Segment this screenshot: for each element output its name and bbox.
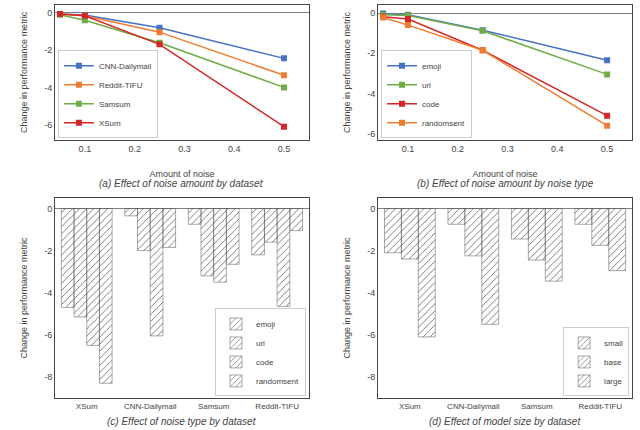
svg-text:XSum: XSum [399, 402, 421, 411]
svg-text:-6: -6 [367, 129, 375, 139]
svg-text:(a) Effect of noise amount by: (a) Effect of noise amount by dataset [99, 178, 264, 189]
svg-text:-6: -6 [44, 330, 52, 340]
svg-text:-4: -4 [44, 83, 52, 93]
svg-text:emoji: emoji [422, 62, 441, 71]
svg-text:Reddit-TIFU: Reddit-TIFU [255, 402, 299, 411]
svg-text:-4: -4 [44, 288, 52, 298]
svg-text:url: url [256, 339, 265, 348]
svg-text:0: 0 [370, 204, 375, 214]
svg-text:0.2: 0.2 [128, 144, 141, 154]
svg-text:0.1: 0.1 [79, 144, 92, 154]
svg-text:base: base [604, 358, 622, 367]
svg-text:url: url [422, 81, 431, 90]
svg-text:-8: -8 [44, 372, 52, 382]
svg-text:CNN-Dailymail: CNN-Dailymail [447, 402, 500, 411]
svg-text:-2: -2 [367, 246, 375, 256]
svg-text:0.3: 0.3 [178, 144, 191, 154]
svg-text:Change in performance metric: Change in performance metric [19, 11, 29, 133]
svg-text:emoji: emoji [256, 320, 275, 329]
svg-text:-6: -6 [44, 120, 52, 130]
svg-text:Change in performance metric: Change in performance metric [342, 237, 352, 359]
svg-text:-2: -2 [44, 246, 52, 256]
svg-text:CNN-Dailymail: CNN-Dailymail [124, 402, 177, 411]
svg-text:0.1: 0.1 [402, 144, 415, 154]
svg-text:XSum: XSum [76, 402, 98, 411]
svg-text:-4: -4 [367, 89, 375, 99]
svg-text:0.4: 0.4 [228, 144, 241, 154]
svg-text:Change in performance metric: Change in performance metric [19, 237, 29, 359]
svg-text:Amount of noise: Amount of noise [473, 169, 538, 179]
svg-text:Amount of noise: Amount of noise [149, 169, 214, 179]
svg-text:small: small [604, 339, 623, 348]
svg-text:code: code [422, 100, 440, 109]
svg-text:Samsum: Samsum [198, 402, 230, 411]
svg-text:0.3: 0.3 [501, 144, 514, 154]
svg-text:Samsum: Samsum [99, 100, 131, 109]
svg-text:Reddit-TIFU: Reddit-TIFU [578, 402, 622, 411]
svg-text:-6: -6 [367, 330, 375, 340]
svg-text:0.5: 0.5 [278, 144, 291, 154]
svg-text:0.4: 0.4 [551, 144, 564, 154]
svg-text:XSum: XSum [99, 119, 121, 128]
svg-text:large: large [604, 377, 622, 386]
svg-text:CNN-Dailymail: CNN-Dailymail [99, 62, 152, 71]
svg-text:-2: -2 [367, 48, 375, 58]
svg-text:(d) Effect of model size by da: (d) Effect of model size by dataset [429, 416, 581, 427]
svg-text:Change in performance metric: Change in performance metric [342, 11, 352, 133]
svg-text:randomsent: randomsent [422, 119, 465, 128]
svg-text:(b) Effect of noise amount by: (b) Effect of noise amount by noise type [417, 178, 594, 189]
svg-text:Samsum: Samsum [521, 402, 553, 411]
svg-text:code: code [256, 358, 274, 367]
svg-text:0: 0 [47, 204, 52, 214]
svg-text:0: 0 [370, 8, 375, 18]
svg-text:-4: -4 [367, 288, 375, 298]
svg-text:0: 0 [47, 8, 52, 18]
svg-text:Reddit-TIFU: Reddit-TIFU [99, 81, 143, 90]
svg-text:-2: -2 [44, 45, 52, 55]
svg-text:0.2: 0.2 [452, 144, 465, 154]
svg-text:(c) Effect of noise type by da: (c) Effect of noise type by dataset [107, 416, 257, 427]
svg-text:randomsent: randomsent [256, 377, 299, 386]
svg-text:0.5: 0.5 [601, 144, 614, 154]
svg-text:-8: -8 [367, 372, 375, 382]
